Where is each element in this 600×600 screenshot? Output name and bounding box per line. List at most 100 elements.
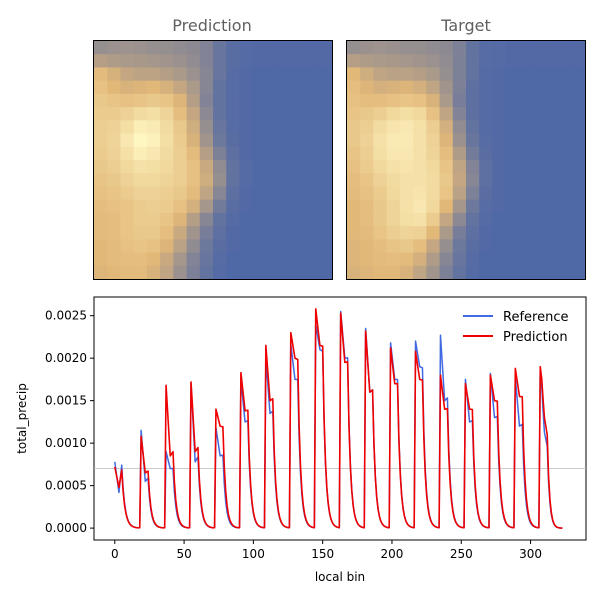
- target-heatmap-cell: [532, 265, 546, 279]
- prediction-heatmap-cell: [186, 160, 201, 174]
- target-heatmap-cell: [505, 199, 520, 214]
- target-heatmap-cell: [532, 212, 546, 227]
- target-heatmap-cell: [452, 239, 467, 254]
- prediction-heatmap-cell: [292, 67, 307, 82]
- target-heatmap-cell: [413, 186, 427, 201]
- prediction-heatmap-cell: [107, 93, 122, 108]
- prediction-heatmap-cell: [265, 120, 280, 135]
- prediction-heatmap-cell: [292, 212, 307, 227]
- target-heatmap-cell: [545, 107, 560, 121]
- target-heatmap-cell: [558, 252, 573, 267]
- target-heatmap-cell: [571, 186, 585, 201]
- prediction-heatmap-cell: [239, 54, 254, 69]
- target-heatmap-cell: [386, 133, 401, 148]
- legend-label-reference: Reference: [503, 310, 568, 325]
- prediction-heatmap-cell: [107, 41, 122, 55]
- prediction-heatmap-cell: [199, 199, 214, 214]
- target-heatmap-cell: [479, 41, 494, 55]
- prediction-heatmap-cell: [107, 226, 122, 240]
- target-heatmap-cell: [347, 133, 361, 148]
- target-heatmap-cell: [492, 67, 507, 82]
- prediction-heatmap-cell: [226, 80, 241, 95]
- target-heatmap-cell: [399, 107, 414, 121]
- prediction-heatmap-cell: [279, 54, 293, 69]
- target-heatmap-cell: [518, 226, 533, 240]
- prediction-heatmap-cell: [292, 146, 307, 161]
- prediction-heatmap-cell: [94, 67, 108, 82]
- target-heatmap-cell: [479, 80, 494, 95]
- target-heatmap-cell: [360, 199, 375, 214]
- prediction-heatmap-cell: [213, 146, 227, 161]
- prediction-heatmap-cell: [107, 67, 122, 82]
- prediction-heatmap-cell: [226, 160, 241, 174]
- prediction-heatmap-cell: [146, 93, 161, 108]
- target-heatmap-cell: [479, 67, 494, 82]
- prediction-heatmap-cell: [160, 146, 174, 161]
- prediction-heatmap-cell: [252, 93, 267, 108]
- prediction-heatmap-cell: [94, 120, 108, 135]
- prediction-heatmap-cell: [199, 226, 214, 240]
- target-heatmap-cell: [439, 265, 454, 279]
- prediction-heatmap-cell: [318, 265, 332, 279]
- prediction-heatmap-cell: [252, 173, 267, 188]
- prediction-heatmap-cell: [173, 54, 188, 69]
- prediction-heatmap-cell: [305, 67, 320, 82]
- prediction-heatmap-cell: [252, 239, 267, 254]
- target-heatmap-cell: [426, 160, 441, 174]
- prediction-heatmap-cell: [120, 173, 135, 188]
- target-heatmap-cell: [505, 80, 520, 95]
- target-heatmap-cell: [452, 120, 467, 135]
- prediction-heatmap-cell: [239, 146, 254, 161]
- target-heatmap-cell: [571, 67, 585, 82]
- target-heatmap-cell: [413, 252, 427, 267]
- target-heatmap-cell: [399, 133, 414, 148]
- target-heatmap-cell: [373, 212, 388, 227]
- target-heatmap-cell: [492, 120, 507, 135]
- x-tick-label: 0: [111, 547, 119, 561]
- prediction-heatmap-cell: [107, 54, 122, 69]
- x-tick-label: 100: [242, 547, 265, 561]
- prediction-heatmap-cell: [186, 107, 201, 121]
- target-heatmap-cell: [386, 226, 401, 240]
- target-heatmap-cell: [386, 93, 401, 108]
- target-heatmap-cell: [452, 212, 467, 227]
- prediction-heatmap-cell: [292, 133, 307, 148]
- target-heatmap-cell: [413, 199, 427, 214]
- prediction-heatmap-cell: [173, 41, 188, 55]
- prediction-heatmap-cell: [120, 41, 135, 55]
- prediction-heatmap-cell: [173, 226, 188, 240]
- target-heatmap-cell: [571, 226, 585, 240]
- prediction-heatmap-cell: [279, 133, 293, 148]
- target-heatmap-cell: [347, 146, 361, 161]
- prediction-heatmap-cell: [160, 226, 174, 240]
- prediction-heatmap-cell: [160, 67, 174, 82]
- target-heatmap-cell: [386, 67, 401, 82]
- prediction-heatmap-cell: [265, 173, 280, 188]
- prediction-heatmap-cell: [213, 173, 227, 188]
- target-heatmap-cell: [347, 80, 361, 95]
- target-heatmap-cell: [347, 199, 361, 214]
- prediction-heatmap-cell: [199, 80, 214, 95]
- target-heatmap-cell: [452, 80, 467, 95]
- prediction-heatmap-cell: [146, 54, 161, 69]
- target-heatmap-cell: [479, 160, 494, 174]
- prediction-heatmap-cell: [239, 93, 254, 108]
- prediction-heatmap-cell: [133, 265, 148, 279]
- prediction-heatmap-cell: [199, 252, 214, 267]
- series-line-reference: [114, 310, 563, 529]
- target-heatmap-cell: [466, 41, 480, 55]
- target-heatmap-cell: [571, 265, 585, 279]
- target-heatmap-cell: [571, 160, 585, 174]
- prediction-heatmap-cell: [239, 80, 254, 95]
- prediction-heatmap-cell: [133, 107, 148, 121]
- target-heatmap-cell: [545, 80, 560, 95]
- target-heatmap-cell: [545, 226, 560, 240]
- prediction-heatmap-cell: [226, 173, 241, 188]
- y-tick-label: 0.0020: [45, 351, 87, 365]
- prediction-heatmap-cell: [107, 107, 122, 121]
- prediction-heatmap-cell: [252, 160, 267, 174]
- target-heatmap-cell: [413, 41, 427, 55]
- prediction-heatmap-cell: [226, 252, 241, 267]
- prediction-heatmap-cell: [173, 252, 188, 267]
- target-heatmap-cell: [532, 133, 546, 148]
